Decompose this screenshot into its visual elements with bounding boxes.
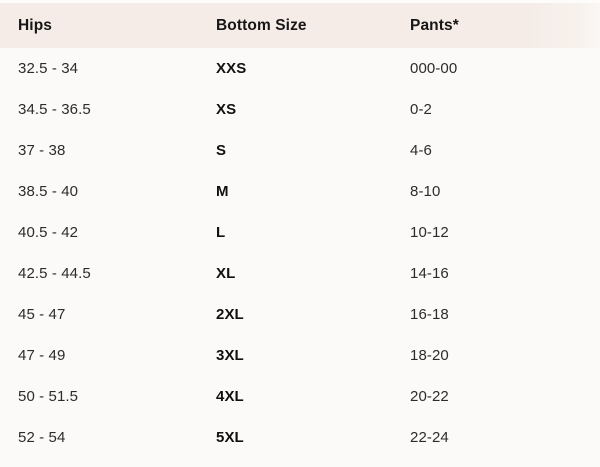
cell-pants: 22-24: [410, 429, 449, 446]
column-header-pants: Pants*: [410, 17, 459, 34]
cell-hips: 34.5 - 36.5: [18, 101, 91, 118]
cell-pants: 4-6: [410, 142, 432, 159]
column-header-hips: Hips: [18, 17, 52, 34]
table-row: 52 - 54 5XL 22-24: [0, 417, 600, 458]
table-header-band: [0, 3, 600, 48]
table-row: 50 - 51.5 4XL 20-22: [0, 376, 600, 417]
table-row: 40.5 - 42 L 10-12: [0, 212, 600, 253]
cell-pants: 0-2: [410, 101, 432, 118]
column-header-bottom-size: Bottom Size: [216, 17, 307, 34]
cell-pants: 000-00: [410, 60, 458, 77]
table-row: 45 - 47 2XL 16-18: [0, 294, 600, 335]
cell-bottom-size: S: [216, 142, 227, 159]
cell-bottom-size: 4XL: [216, 388, 244, 405]
cell-hips: 40.5 - 42: [18, 224, 79, 241]
cell-hips: 47 - 49: [18, 347, 66, 364]
cell-bottom-size: M: [216, 183, 229, 200]
cell-bottom-size: XL: [216, 265, 236, 282]
cell-hips: 50 - 51.5: [18, 388, 79, 405]
cell-pants: 18-20: [410, 347, 449, 364]
cell-bottom-size: 3XL: [216, 347, 244, 364]
table-row: 38.5 - 40 M 8-10: [0, 171, 600, 212]
cell-pants: 14-16: [410, 265, 449, 282]
cell-hips: 37 - 38: [18, 142, 66, 159]
cell-hips: 52 - 54: [18, 429, 66, 446]
cell-bottom-size: L: [216, 224, 226, 241]
top-margin-strip: [0, 0, 600, 3]
table-row: 42.5 - 44.5 XL 14-16: [0, 253, 600, 294]
cell-hips: 42.5 - 44.5: [18, 265, 91, 282]
table-header-row: Hips Bottom Size Pants*: [0, 3, 600, 48]
cell-bottom-size: 5XL: [216, 429, 244, 446]
table-row: 34.5 - 36.5 XS 0-2: [0, 89, 600, 130]
cell-pants: 10-12: [410, 224, 449, 241]
cell-hips: 38.5 - 40: [18, 183, 79, 200]
cell-pants: 20-22: [410, 388, 449, 405]
table-row: 37 - 38 S 4-6: [0, 130, 600, 171]
cell-bottom-size: 2XL: [216, 306, 244, 323]
cell-pants: 16-18: [410, 306, 449, 323]
table-row: 32.5 - 34 XXS 000-00: [0, 48, 600, 89]
cell-hips: 45 - 47: [18, 306, 66, 323]
table-row: 47 - 49 3XL 18-20: [0, 335, 600, 376]
cell-pants: 8-10: [410, 183, 441, 200]
cell-bottom-size: XS: [216, 101, 237, 118]
cell-bottom-size: XXS: [216, 60, 247, 77]
cell-hips: 32.5 - 34: [18, 60, 79, 77]
